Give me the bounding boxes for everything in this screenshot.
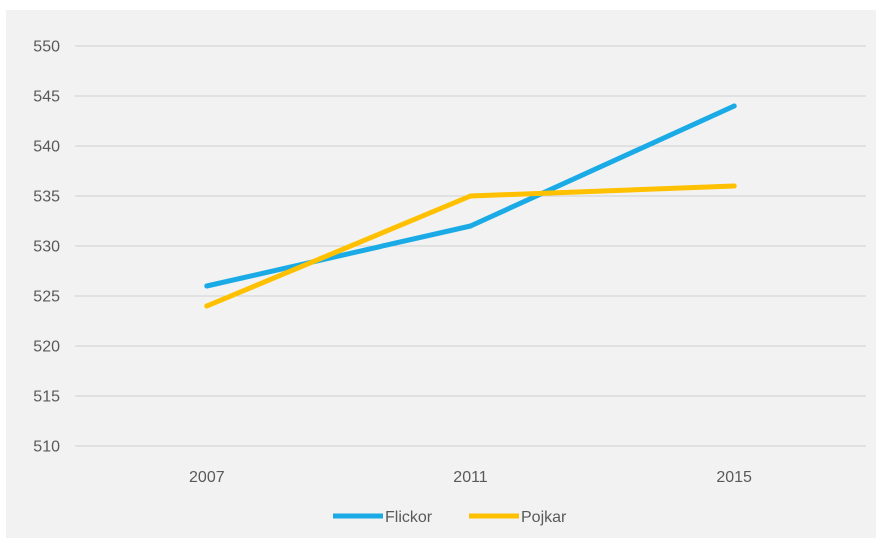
x-tick-label: 2007 xyxy=(189,469,225,486)
y-tick-label: 530 xyxy=(33,239,60,256)
y-tick-label: 550 xyxy=(33,39,60,56)
y-tick-label: 525 xyxy=(33,289,60,306)
legend: Flickor Pojkar xyxy=(333,509,567,526)
gridlines xyxy=(75,45,866,447)
x-axis-ticks: 2007 2011 2015 xyxy=(189,469,752,486)
y-tick-label: 540 xyxy=(33,139,60,156)
y-tick-label: 545 xyxy=(33,89,60,106)
data-point-flickor xyxy=(468,223,473,229)
x-tick-label: 2011 xyxy=(453,469,488,486)
y-tick-label: 515 xyxy=(33,389,60,406)
y-axis-ticks: 510 515 520 525 530 535 540 545 550 xyxy=(33,39,60,456)
data-point-flickor xyxy=(731,103,737,109)
x-tick-label: 2015 xyxy=(716,469,752,486)
data-point-pojkar xyxy=(731,183,737,189)
data-point-flickor xyxy=(204,283,210,289)
legend-label-flickor: Flickor xyxy=(385,509,433,526)
series-lines xyxy=(204,103,737,309)
y-tick-label: 510 xyxy=(33,439,60,456)
data-point-pojkar xyxy=(468,193,473,199)
chart-area xyxy=(6,10,876,538)
data-point-pojkar xyxy=(204,303,210,309)
legend-label-pojkar: Pojkar xyxy=(521,509,567,526)
y-tick-label: 535 xyxy=(33,189,60,206)
y-tick-label: 520 xyxy=(33,339,60,356)
